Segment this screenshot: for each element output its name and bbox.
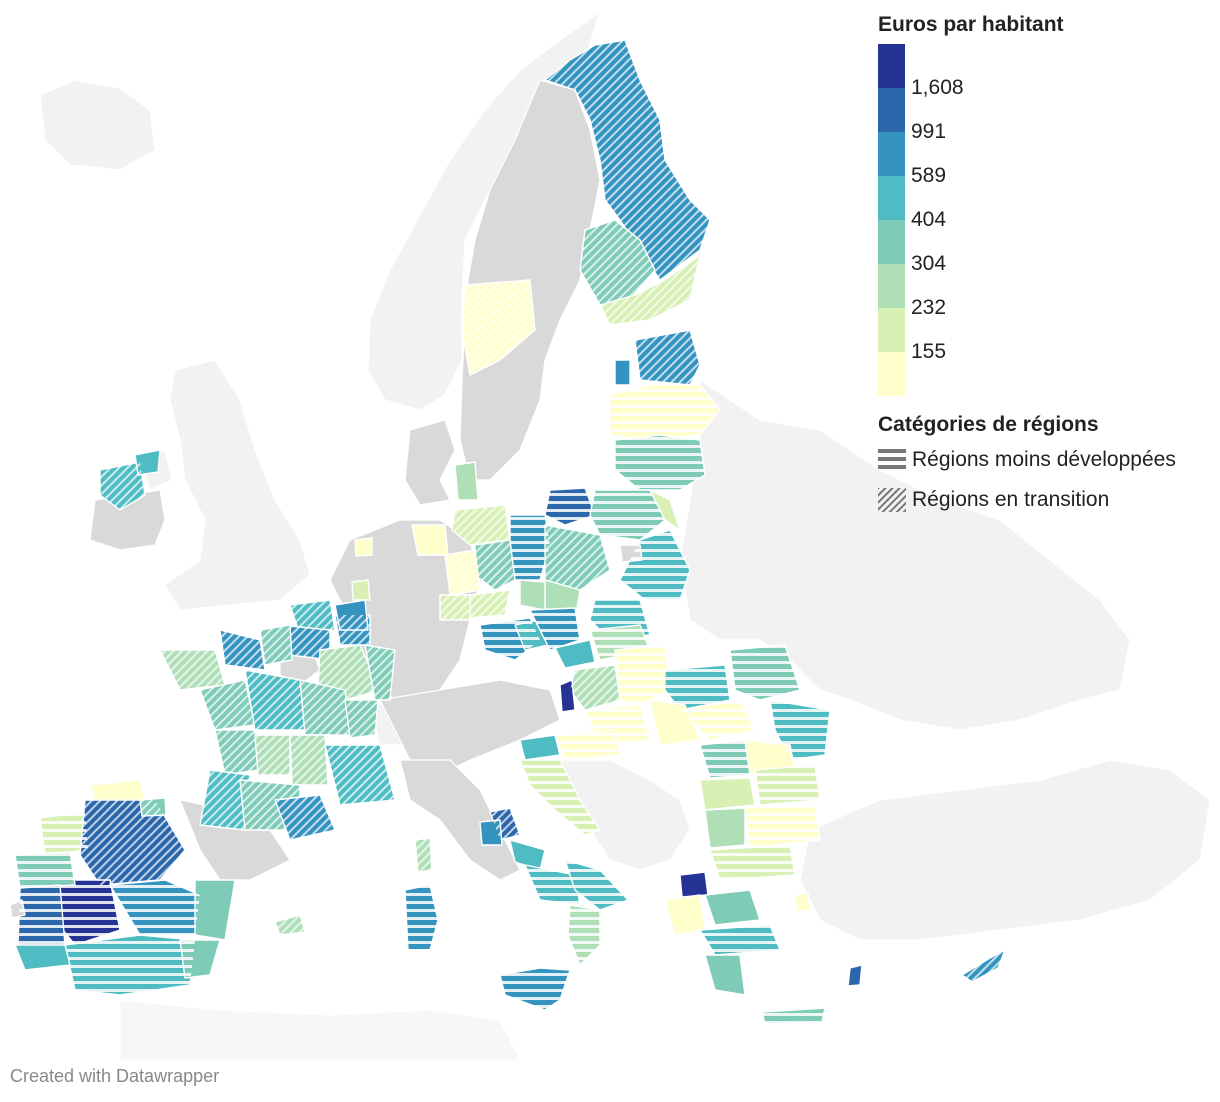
region-portugal-alentejo-algarve (14, 944, 71, 971)
turkey (799, 759, 1211, 941)
legend-swatch (878, 220, 905, 264)
category-transition: Régions en transition (878, 480, 1218, 520)
credit-text: Created with Datawrapper (10, 1066, 220, 1086)
diagonal-hatch-icon (878, 488, 906, 512)
region-greece-thessaly (704, 889, 761, 926)
legend-swatch (878, 132, 905, 176)
region-poland-silesia (519, 579, 546, 611)
color-scale: 1,608 991 589 404 304 232 155 (878, 44, 1218, 404)
overlay-transition (80, 40, 1005, 982)
legend-title: Euros par habitant (878, 13, 1064, 36)
legend-tick-label: 991 (911, 120, 947, 143)
legend-swatch (878, 88, 905, 132)
great-britain (164, 359, 311, 611)
category-less-developed: Régions moins développées (878, 440, 1218, 480)
horizontal-stripes-icon (878, 449, 906, 469)
russia-belarus-ukraine (679, 378, 1131, 731)
denmark (404, 419, 456, 506)
region-bulgaria-north-west (699, 777, 756, 811)
category-label: Régions en transition (912, 488, 1110, 511)
overlay-less-developed (15, 385, 830, 1024)
region-greece-west-macedonia (679, 871, 709, 898)
region-spain-valencia (194, 879, 236, 941)
legend-tick-label: 232 (911, 296, 947, 319)
region-bulgaria-south-west (704, 807, 746, 849)
iceland (39, 79, 156, 171)
legend-swatch (878, 352, 905, 396)
category-label: Régions moins développées (912, 448, 1176, 471)
region-germany-lueneburg (411, 524, 449, 556)
north-africa (119, 999, 521, 1061)
region-germany-trier (351, 579, 371, 601)
legend-swatch (878, 308, 905, 352)
non-eu-land (39, 10, 1211, 1061)
region-slovenia (519, 734, 561, 761)
region-greece-peloponnese (704, 954, 746, 996)
region-denmark-sjaelland (354, 537, 373, 557)
legend: Euros par habitant 1,608 991 589 404 304 232 1… (878, 10, 1218, 520)
legend-swatch (878, 176, 905, 220)
legend-swatch (878, 44, 905, 88)
region-greece-aegean (794, 892, 811, 913)
legend-tick-label: 589 (911, 164, 947, 187)
legend-tick-label: 155 (911, 340, 947, 363)
region-estonia-islands (614, 359, 631, 386)
categories-title: Catégories de régions (878, 413, 1099, 436)
legend-tick-label: 304 (911, 252, 947, 275)
northern-italy (399, 759, 521, 881)
pattern-overlays (15, 40, 1005, 1024)
region-slovakia-west (554, 639, 596, 669)
region-greece-dodecanese (847, 964, 863, 987)
region-sweden-smaland (454, 461, 479, 501)
legend-tick-label: 404 (911, 208, 947, 231)
legend-tick-label: 1,608 (911, 76, 964, 99)
region-greece-epirus (664, 894, 706, 936)
legend-swatch (878, 264, 905, 308)
